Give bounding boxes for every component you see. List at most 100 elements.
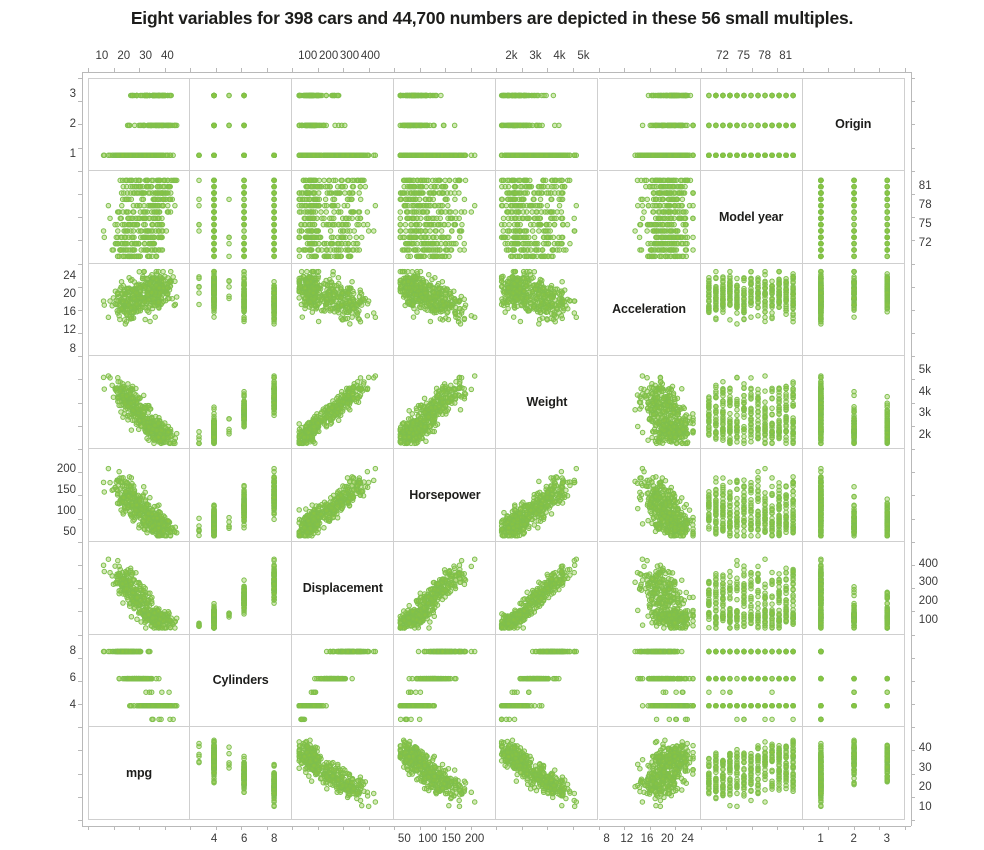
axis-tick (78, 472, 82, 474)
scatter-points (817, 177, 890, 259)
axis-tick (751, 68, 753, 72)
tick-label-top: 81 (779, 50, 792, 62)
tick-label-bottom: 12 (620, 833, 633, 845)
axis-tick (317, 68, 319, 72)
axis-tick (445, 68, 447, 72)
tick-label-left: 2 (34, 118, 76, 130)
panel-mpg-vs-origin (802, 727, 905, 820)
diagonal-panel-model-year: Model year (700, 170, 803, 264)
axis-tick (777, 826, 779, 830)
scatter-points (100, 268, 180, 327)
axis-tick (190, 826, 192, 830)
axis-tick (445, 826, 447, 830)
axis-tick (78, 333, 82, 335)
axis-tick (496, 826, 498, 830)
axis-tick (624, 826, 626, 830)
axis-tick (521, 826, 523, 830)
scatter-points (296, 373, 379, 447)
axis-tick (751, 826, 753, 830)
scatter-points (397, 737, 478, 810)
axis-tick (78, 240, 82, 242)
panel-mpg-vs-displacement (292, 727, 395, 820)
scatter-points (499, 648, 580, 722)
scatter-points (705, 737, 796, 810)
scatter-points (631, 648, 696, 722)
axis-tick (910, 704, 915, 706)
panel-weight-vs-horsepower (394, 356, 497, 449)
axis-tick (649, 68, 651, 72)
scatter-points (196, 177, 277, 259)
tick-label-top: 10 (96, 50, 109, 62)
scatter-points (296, 648, 379, 722)
axis-tick (419, 68, 421, 72)
panel-origin-vs-cylinders (190, 78, 293, 171)
axis-tick (78, 727, 82, 729)
scatter-points (499, 92, 580, 159)
tick-label-right: 40 (919, 742, 969, 754)
axis-tick (292, 68, 294, 72)
axis-tick (266, 68, 268, 72)
axis-tick (78, 704, 82, 706)
scatterplot-matrix: Origin Model year Acceleration Weight Horsep… (88, 78, 905, 820)
axis-tick (78, 101, 82, 103)
axis-tick (78, 193, 82, 195)
axis-tick (164, 826, 166, 830)
panel-acceleration-vs-model-year (700, 263, 803, 357)
axis-tick (164, 68, 166, 72)
tick-label-left: 8 (34, 645, 76, 657)
scatter-points (196, 465, 277, 539)
axis-tick (910, 170, 915, 172)
tick-label-left: 50 (34, 526, 76, 538)
panel-weight-vs-model-year (700, 356, 803, 449)
tick-label-right: 20 (919, 781, 969, 793)
tick-label-top: 300 (340, 50, 359, 62)
axis-tick (910, 356, 915, 358)
scatter-points (397, 177, 478, 259)
axis-tick (78, 309, 82, 311)
axis-tick (343, 68, 345, 72)
panel-mpg-vs-cylinders (190, 727, 293, 820)
panel-displacement-vs-acceleration (598, 541, 701, 635)
axis-tick (547, 826, 549, 830)
axis-tick (828, 68, 830, 72)
tick-label-left: 8 (34, 343, 76, 355)
scatter-points (397, 268, 478, 327)
axis-tick (910, 727, 915, 729)
axis-tick (266, 826, 268, 830)
axis-tick (317, 826, 319, 830)
tick-label-right: 30 (919, 762, 969, 774)
axis-tick (910, 147, 915, 149)
panel-horsepower-vs-displacement (292, 449, 395, 542)
axis-tick (78, 588, 82, 590)
tick-label-bottom: 100 (418, 833, 437, 845)
axis-tick (215, 68, 217, 72)
tick-label-top: 40 (161, 50, 174, 62)
tick-label-bottom: 150 (442, 833, 461, 845)
scatter-points (631, 177, 696, 259)
panel-mpg-vs-weight (496, 727, 599, 820)
axis-tick (78, 78, 82, 79)
axis-tick (726, 68, 728, 72)
tick-label-right: 78 (919, 199, 969, 211)
axis-tick (572, 68, 574, 72)
panel-weight-vs-acceleration (598, 356, 701, 449)
axis-tick (113, 826, 115, 830)
axis-tick (78, 680, 82, 682)
axis-tick (78, 356, 82, 358)
tick-label-right: 72 (919, 237, 969, 249)
axis-tick (910, 193, 915, 195)
scatter-points (100, 465, 180, 539)
tick-label-top: 72 (716, 50, 729, 62)
panel-origin-vs-mpg (88, 78, 191, 171)
axis-tick (910, 449, 915, 450)
scatter-points (631, 465, 696, 539)
tick-label-left: 16 (34, 306, 76, 318)
scatter-points (705, 92, 796, 159)
axis-tick (904, 68, 906, 72)
scatter-points (817, 465, 890, 539)
scatter-points (397, 373, 478, 447)
diagonal-label: Horsepower (394, 449, 495, 541)
tick-label-left: 150 (34, 484, 76, 496)
axis-tick (78, 657, 82, 659)
scatter-points (196, 373, 277, 447)
